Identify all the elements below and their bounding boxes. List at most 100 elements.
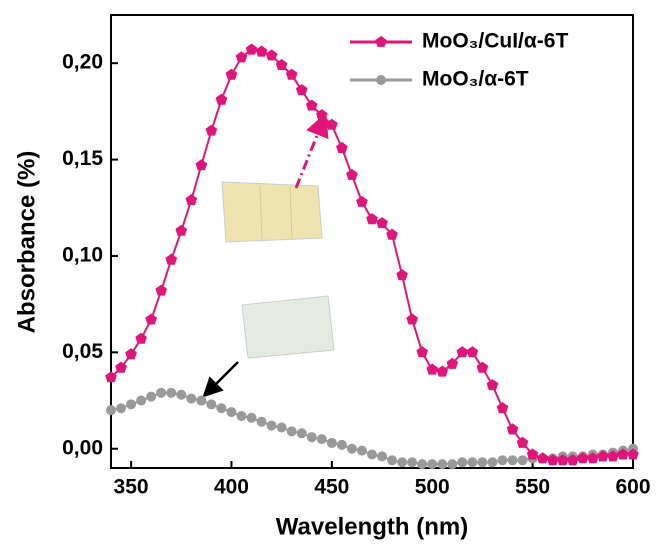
data-point	[377, 451, 388, 462]
data-point	[286, 426, 297, 437]
data-point	[206, 399, 217, 410]
data-point	[497, 455, 508, 466]
data-point	[235, 51, 248, 63]
data-point	[246, 412, 257, 423]
data-point	[486, 378, 499, 391]
data-point	[196, 395, 207, 406]
data-point	[135, 332, 147, 344]
data-point	[155, 284, 167, 296]
data-point	[105, 371, 117, 383]
data-point	[316, 434, 327, 445]
data-point	[136, 395, 147, 406]
legend-marker	[375, 35, 387, 47]
data-point	[225, 68, 238, 80]
data-point	[427, 459, 438, 470]
data-point	[305, 99, 318, 111]
x-tick-label: 450	[314, 476, 349, 499]
data-point	[447, 459, 458, 470]
data-point	[346, 168, 358, 180]
y-axis-title: Absorbance (%)	[13, 151, 40, 334]
y-tick-label: 0,15	[62, 147, 103, 170]
plot-frame	[110, 14, 634, 469]
data-point	[295, 84, 308, 96]
y-tick-label: 0,20	[62, 51, 103, 74]
data-point	[236, 410, 247, 421]
data-point	[516, 436, 529, 448]
data-point	[477, 457, 488, 468]
data-point	[326, 437, 337, 448]
data-point	[216, 403, 227, 414]
data-point	[617, 448, 629, 460]
data-point	[115, 361, 127, 373]
data-point	[397, 457, 408, 468]
data-point	[426, 363, 439, 375]
data-point	[106, 405, 116, 416]
legend-label: MoO₃/α-6T	[422, 68, 529, 91]
data-point	[627, 448, 639, 460]
data-point	[156, 387, 167, 398]
data-point	[566, 454, 579, 466]
data-point	[366, 213, 378, 225]
data-point	[517, 455, 528, 466]
data-point	[526, 448, 539, 460]
data-point	[387, 455, 398, 466]
data-point	[275, 58, 288, 71]
data-point	[436, 365, 449, 377]
data-point	[265, 49, 278, 61]
data-point	[146, 391, 157, 402]
photo-film-plain	[241, 295, 335, 359]
data-point	[195, 159, 208, 171]
data-point	[226, 407, 237, 418]
data-point	[407, 457, 418, 468]
data-point	[607, 450, 619, 462]
data-point	[356, 195, 368, 207]
data-point	[536, 452, 549, 464]
y-tick-label: 0,00	[62, 436, 103, 459]
photo-stripe	[289, 185, 293, 240]
data-point	[125, 348, 137, 360]
photo-film-cui	[221, 181, 323, 243]
arrow-black	[202, 361, 239, 398]
data-point	[316, 109, 328, 121]
data-point	[546, 454, 559, 466]
data-point	[437, 459, 448, 470]
data-point	[356, 445, 367, 456]
data-point	[496, 402, 509, 414]
data-point	[255, 45, 268, 57]
x-axis-title: Wavelength (nm)	[276, 513, 468, 540]
data-point	[336, 439, 347, 450]
data-point	[376, 217, 388, 229]
data-point	[205, 124, 218, 136]
data-point	[326, 118, 338, 130]
data-point	[507, 455, 518, 466]
data-point	[467, 457, 478, 468]
data-point	[597, 450, 609, 462]
data-point	[466, 346, 479, 358]
arrow-pink	[294, 112, 329, 189]
legend: MoO₃/CuI/α-6T MoO₃/α-6T	[350, 30, 568, 91]
data-point	[266, 420, 277, 431]
data-point	[215, 93, 228, 105]
data-point	[186, 393, 197, 404]
data-point	[417, 459, 428, 470]
x-tick-label: 500	[415, 476, 450, 499]
data-point	[406, 313, 418, 325]
y-tick-label: 0,10	[62, 244, 103, 267]
data-point	[386, 228, 398, 240]
data-point	[176, 389, 187, 400]
data-point	[336, 141, 348, 153]
data-point	[116, 403, 127, 414]
data-point	[245, 43, 258, 55]
data-point	[256, 416, 267, 427]
data-point	[416, 346, 428, 358]
data-point	[276, 422, 287, 433]
data-point	[285, 68, 298, 80]
data-point	[175, 224, 188, 236]
data-point	[396, 269, 408, 281]
x-tick-label: 350	[114, 476, 149, 499]
data-point	[456, 346, 469, 358]
data-point	[367, 449, 377, 460]
data-point	[587, 452, 599, 464]
y-tick-label: 0,05	[62, 340, 103, 363]
